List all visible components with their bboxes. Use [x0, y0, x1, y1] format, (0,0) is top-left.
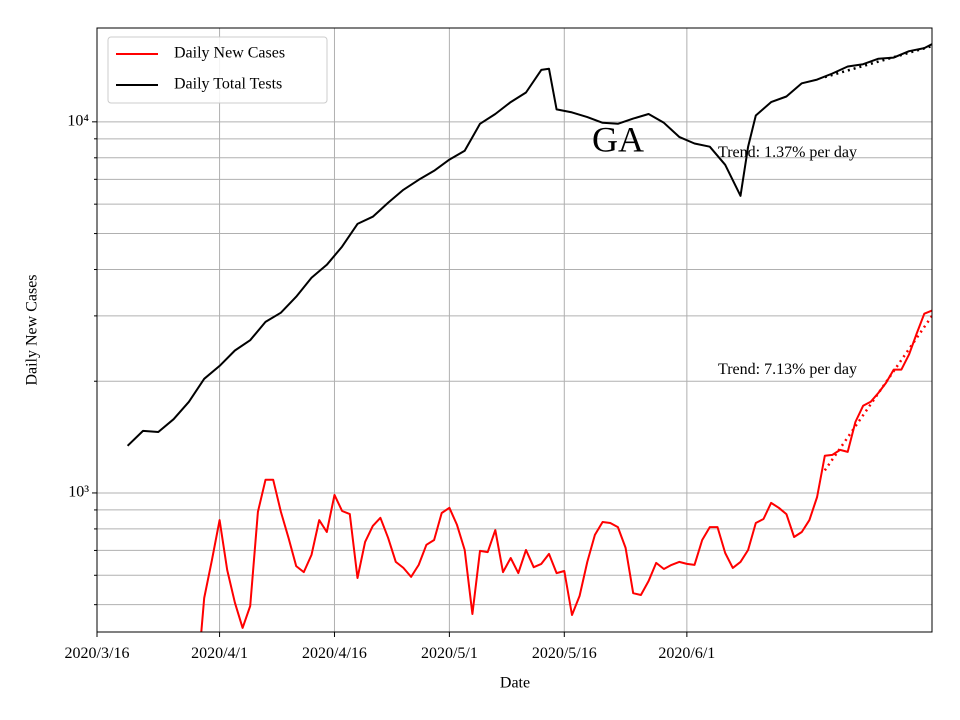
- trend-label: Trend: 1.37% per day: [718, 144, 857, 161]
- y-axis-label: Daily New Cases: [24, 274, 41, 385]
- data-line: [200, 309, 932, 632]
- grid: [96, 28, 932, 632]
- trend-line: [824, 44, 932, 79]
- y-tick-label: 10³: [68, 484, 89, 501]
- x-tick-label: 2020/3/16: [65, 645, 130, 662]
- x-tick-label: 2020/5/1: [421, 645, 478, 662]
- legend-box: [107, 36, 328, 104]
- axes-frame: [96, 27, 933, 633]
- x-tick-label: 2020/5/16: [532, 645, 597, 662]
- trend-line: [823, 315, 932, 472]
- data-line: [126, 43, 932, 447]
- x-tick-label: 2020/4/16: [302, 645, 367, 662]
- trend-label: Trend: 7.13% per day: [718, 361, 857, 378]
- legend-label: Daily New Cases: [174, 45, 285, 62]
- legend-label: Daily Total Tests: [174, 76, 282, 93]
- x-tick-label: 2020/4/1: [191, 645, 248, 662]
- plot-area: [126, 43, 932, 632]
- x-tick-label: 2020/6/1: [658, 645, 715, 662]
- x-axis-label: Date: [500, 675, 530, 692]
- y-tick-label: 10⁴: [67, 113, 89, 130]
- chart-title: GA: [592, 119, 644, 159]
- legend: Daily New Cases Daily Total Tests: [107, 36, 328, 104]
